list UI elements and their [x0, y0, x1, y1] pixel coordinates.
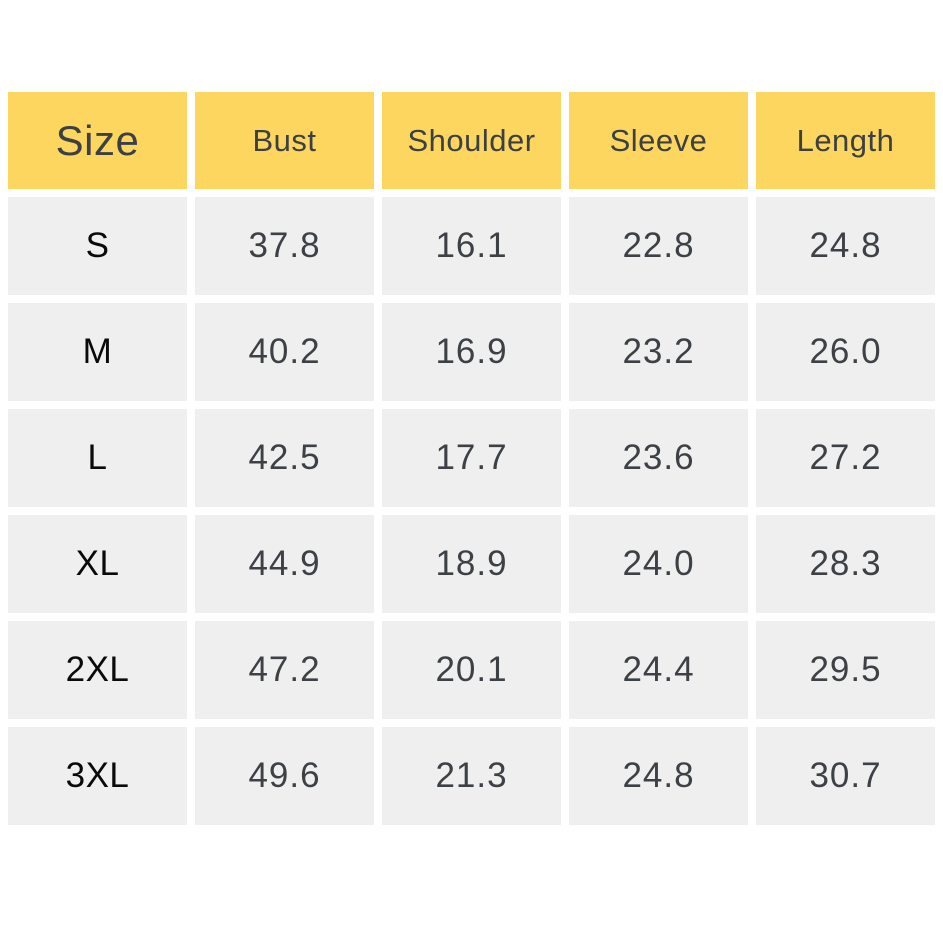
size-label: L [8, 409, 187, 507]
shoulder-value: 20.1 [382, 621, 561, 719]
sleeve-value: 23.6 [569, 409, 748, 507]
size-label: 3XL [8, 727, 187, 825]
size-label: XL [8, 515, 187, 613]
sleeve-value: 24.8 [569, 727, 748, 825]
column-header-shoulder: Shoulder [382, 92, 561, 189]
sleeve-value: 22.8 [569, 197, 748, 295]
column-header-bust: Bust [195, 92, 374, 189]
length-value: 24.8 [756, 197, 935, 295]
table-row-3xl: 3XL 49.6 21.3 24.8 30.7 [8, 727, 935, 825]
bust-value: 42.5 [195, 409, 374, 507]
table-row-s: S 37.8 16.1 22.8 24.8 [8, 197, 935, 295]
sleeve-value: 23.2 [569, 303, 748, 401]
length-value: 26.0 [756, 303, 935, 401]
bust-value: 49.6 [195, 727, 374, 825]
length-value: 29.5 [756, 621, 935, 719]
shoulder-value: 18.9 [382, 515, 561, 613]
size-label: S [8, 197, 187, 295]
shoulder-value: 16.1 [382, 197, 561, 295]
column-header-size: Size [8, 92, 187, 189]
header-row: Size Bust Shoulder Sleeve Length [8, 92, 935, 189]
table-row-2xl: 2XL 47.2 20.1 24.4 29.5 [8, 621, 935, 719]
length-value: 27.2 [756, 409, 935, 507]
bust-value: 47.2 [195, 621, 374, 719]
shoulder-value: 17.7 [382, 409, 561, 507]
shoulder-value: 16.9 [382, 303, 561, 401]
table-row-m: M 40.2 16.9 23.2 26.0 [8, 303, 935, 401]
sleeve-value: 24.0 [569, 515, 748, 613]
length-value: 28.3 [756, 515, 935, 613]
length-value: 30.7 [756, 727, 935, 825]
shoulder-value: 21.3 [382, 727, 561, 825]
bust-value: 44.9 [195, 515, 374, 613]
column-header-sleeve: Sleeve [569, 92, 748, 189]
bust-value: 40.2 [195, 303, 374, 401]
sleeve-value: 24.4 [569, 621, 748, 719]
column-header-length: Length [756, 92, 935, 189]
size-label: 2XL [8, 621, 187, 719]
size-chart-table: Size Bust Shoulder Sleeve Length S 37.8 … [0, 84, 943, 833]
table-row-xl: XL 44.9 18.9 24.0 28.3 [8, 515, 935, 613]
size-label: M [8, 303, 187, 401]
bust-value: 37.8 [195, 197, 374, 295]
table-row-l: L 42.5 17.7 23.6 27.2 [8, 409, 935, 507]
